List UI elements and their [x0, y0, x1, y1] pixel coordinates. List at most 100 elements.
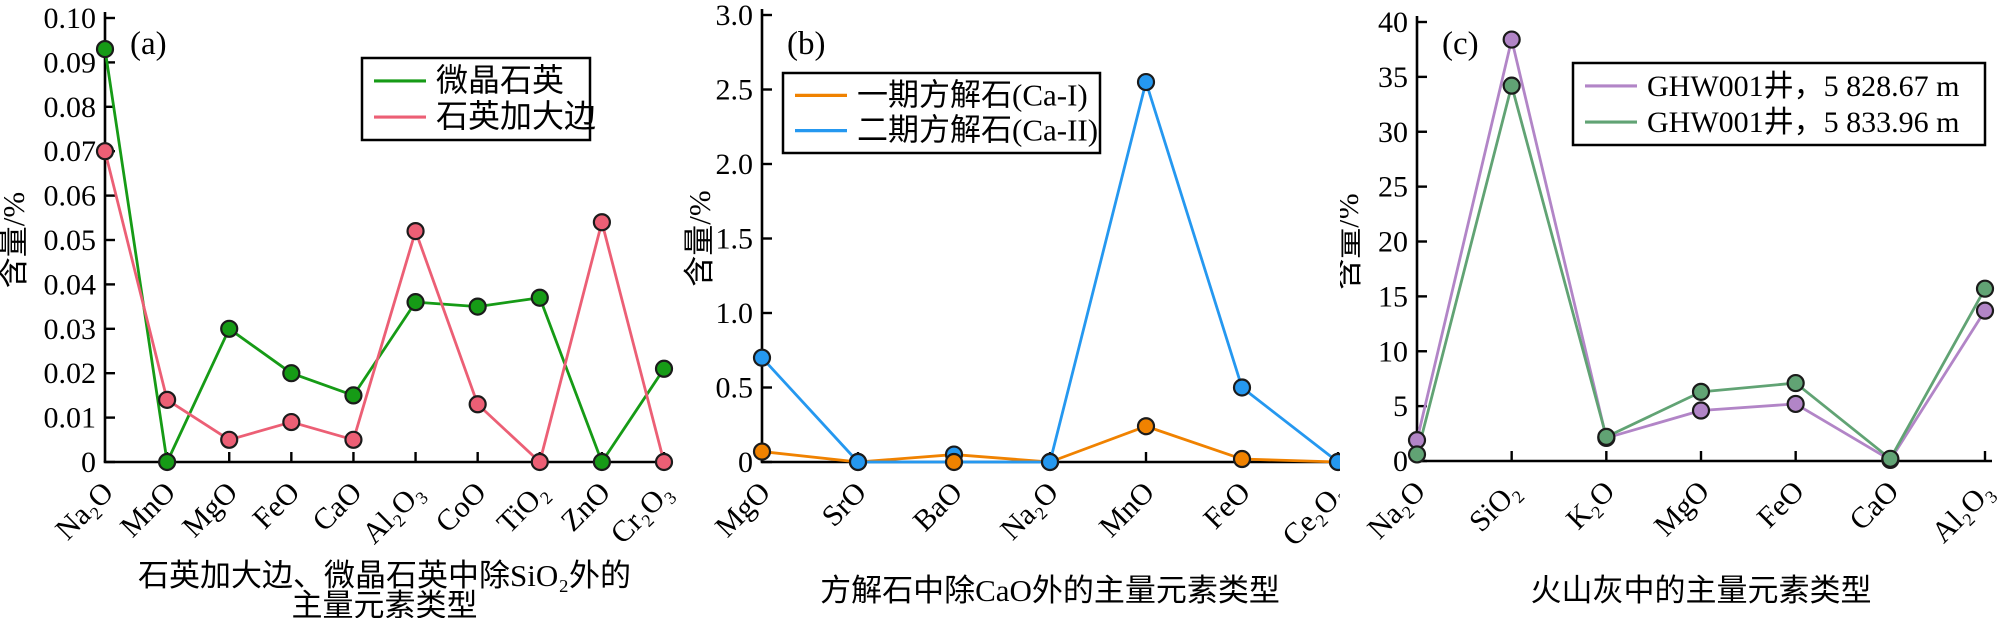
data-point-s1-1	[158, 390, 177, 409]
y-tick-label: 0	[1393, 445, 1408, 478]
y-axis-title: 含量/%	[682, 190, 717, 286]
x-category-label: Na₂O	[994, 476, 1065, 547]
x-axis-title: 主量元素类型	[292, 588, 478, 618]
x-category-label: SrO	[815, 476, 873, 534]
y-tick-label: 0.01	[44, 402, 97, 435]
x-category-label: CoO	[429, 476, 492, 539]
x-category-label: Cr₂O₃	[604, 476, 679, 551]
data-point-s1-2	[944, 452, 964, 472]
x-category-label: SiO₂	[1463, 475, 1527, 539]
data-point-s1-1	[848, 452, 868, 472]
x-category-label: MgO	[709, 476, 777, 544]
data-point-s0-4	[344, 386, 363, 405]
x-axis-title: 方解石中除CaO外的主量元素类型	[820, 573, 1280, 608]
legend-box	[1571, 61, 1987, 147]
x-category-label: MgO	[1648, 475, 1716, 543]
data-point-s0-1	[158, 452, 177, 472]
y-tick-label: 0.07	[44, 135, 97, 168]
data-point-s0-5	[406, 293, 425, 312]
data-point-s0-4	[1136, 417, 1156, 436]
data-point-s1-0	[752, 348, 772, 367]
y-tick-label: 0	[81, 446, 96, 479]
series-line-1	[103, 150, 666, 464]
data-point-s1-1	[1502, 76, 1521, 95]
data-point-s1-7	[530, 452, 549, 472]
data-point-s0-0	[752, 442, 772, 461]
data-point-s0-0	[95, 39, 115, 59]
x-category-label: FeO	[246, 476, 306, 536]
y-tick-label: 5	[1393, 390, 1408, 423]
data-point-s0-5	[1232, 449, 1252, 469]
panel-tag: (a)	[130, 26, 167, 62]
legend-label-0: GHW001井，5 828.67 m	[1647, 70, 1959, 103]
y-axis-title: 含量/%	[1340, 193, 1365, 289]
x-category-label: FeO	[1197, 476, 1257, 536]
y-tick-label: 0.09	[44, 46, 97, 79]
data-point-s0-8	[592, 452, 611, 472]
data-point-s1-6	[468, 395, 487, 414]
panel-c-chart: 0 5 10 15 20 25 30 35 40 Na₂O SiO₂ K₂O MgO FeO CaO Al₂O…	[1340, 6, 2000, 608]
data-point-s1-3	[1040, 452, 1060, 472]
y-tick-label: 20	[1378, 226, 1408, 259]
y-tick-label: 35	[1378, 61, 1408, 94]
x-category-label: MnO	[114, 476, 182, 544]
y-tick-label: 3.0	[716, 0, 754, 32]
panel-a-chart: 0 0.01 0.02 0.03 0.04 0.05 0.06 0.07 0.08 0.09 0.1…	[0, 2, 679, 618]
y-tick-label: 2.0	[716, 148, 754, 181]
data-point-s0-1	[1502, 30, 1521, 49]
data-point-s1-2	[1597, 427, 1616, 446]
series-line-0	[103, 48, 666, 464]
x-category-label: MnO	[1093, 476, 1161, 544]
data-point-s1-5	[406, 222, 425, 241]
data-point-s1-5	[1881, 449, 1900, 468]
data-point-s1-4	[344, 430, 363, 449]
y-tick-label: 0.05	[44, 224, 97, 257]
data-point-s1-3	[282, 412, 301, 432]
panel-tag: (b)	[787, 26, 825, 62]
x-category-label: MgO	[176, 476, 244, 544]
data-point-s0-2	[220, 319, 239, 338]
x-axis-title: 石英加大边、微晶石英中除SiO₂外的	[138, 558, 631, 593]
y-tick-label: 40	[1378, 6, 1408, 39]
data-point-s0-4	[1786, 394, 1805, 414]
data-point-s0-9	[654, 359, 674, 378]
y-tick-label: 25	[1378, 171, 1408, 204]
x-category-label: Na₂O	[1361, 475, 1432, 546]
data-point-s1-3	[1691, 382, 1711, 401]
x-axis-title: 火山灰中的主量元素类型	[1531, 573, 1872, 608]
y-tick-label: 0.10	[44, 2, 97, 35]
legend-label-0: 微晶石英	[436, 62, 564, 98]
data-point-s1-6	[1328, 452, 1340, 472]
y-tick-label: 10	[1378, 335, 1408, 368]
legend-box	[360, 56, 592, 142]
legend-box	[781, 71, 1102, 155]
y-axis-title: 含量/%	[0, 192, 31, 288]
y-tick-label: 2.5	[716, 74, 754, 107]
legend-label-1: 二期方解石(Ca-II)	[857, 113, 1098, 148]
x-category-label: Ce₂O₃	[1276, 476, 1340, 553]
data-point-s1-6	[1975, 279, 1995, 298]
y-tick-label: 1.0	[716, 297, 754, 330]
y-tick-label: 0.02	[44, 357, 97, 390]
x-category-label: Na₂O	[49, 476, 120, 547]
x-category-label: BaO	[907, 476, 969, 538]
y-tick-label: 1.5	[716, 223, 754, 256]
data-point-s0-6	[468, 297, 487, 316]
y-tick-label: 0.06	[44, 180, 97, 213]
panel-tag: (c)	[1442, 26, 1479, 62]
y-tick-label: 0.5	[716, 372, 754, 405]
legend-label-1: 石英加大边	[436, 98, 596, 134]
legend-label-1: GHW001井，5 833.96 m	[1647, 106, 1959, 139]
x-category-label: K₂O	[1560, 475, 1621, 536]
data-point-s1-0	[1407, 445, 1427, 464]
y-tick-label: 0.08	[44, 91, 97, 124]
data-point-s1-9	[654, 452, 674, 472]
x-category-label: Al₂O₃	[356, 476, 431, 551]
y-tick-label: 0.04	[44, 268, 97, 301]
legend-label-0: 一期方解石(Ca-I)	[857, 77, 1088, 112]
y-tick-label: 0.03	[44, 313, 97, 346]
data-point-s1-5	[1232, 378, 1252, 397]
x-category-label: TiO₂	[491, 476, 555, 540]
y-tick-label: 15	[1378, 280, 1408, 313]
